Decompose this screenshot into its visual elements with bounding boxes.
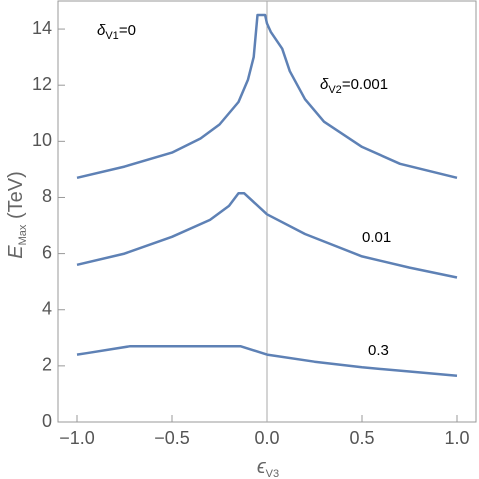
y-tick-label: 0: [42, 411, 52, 431]
y-label-main: E: [5, 245, 27, 259]
curve: [76, 192, 458, 279]
ann-main: δ: [97, 22, 106, 39]
y-tick-label: 12: [32, 74, 52, 94]
annotation: 0.3: [368, 342, 389, 359]
x-tick-label: 0.5: [349, 428, 374, 448]
annotation: δV2=0.001: [320, 76, 388, 96]
ann-sub: V1: [105, 30, 118, 42]
ann-main: δ: [320, 76, 329, 93]
y-label-sub: Max: [17, 224, 29, 245]
annotation: δV1=0: [97, 22, 136, 42]
curve: [76, 344, 458, 377]
y-tick-label: 8: [42, 186, 52, 206]
x-axis-label: ϵV3: [257, 456, 279, 479]
y-axis-label: EMax (TeV): [5, 171, 29, 258]
ann-sub: V2: [328, 84, 341, 96]
x-label-sub: V3: [266, 468, 279, 479]
y-tick-label: 2: [42, 355, 52, 375]
y-tick-label: 4: [42, 298, 52, 318]
x-label-main: ϵ: [257, 456, 267, 478]
y-tick-label: 10: [32, 130, 52, 150]
ann-rest: =0: [119, 22, 136, 39]
x-tick-label: 0.0: [254, 428, 279, 448]
x-tick-label: −0.5: [154, 428, 190, 448]
y-tick-label: 14: [32, 18, 52, 38]
x-tick-label: −1.0: [59, 428, 95, 448]
ann-rest: =0.001: [342, 76, 388, 93]
x-tick-label: 1.0: [444, 428, 469, 448]
annotation: 0.01: [362, 229, 391, 246]
curve: [76, 13, 458, 180]
y-tick-label: 6: [42, 242, 52, 262]
y-label-rest: (TeV): [5, 171, 27, 224]
